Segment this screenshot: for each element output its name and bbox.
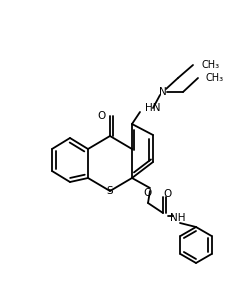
- Text: CH₃: CH₃: [206, 73, 224, 83]
- Text: S: S: [107, 186, 113, 196]
- Text: O: O: [164, 189, 172, 199]
- Text: HN: HN: [145, 103, 160, 113]
- Text: N: N: [159, 87, 167, 97]
- Text: NH: NH: [170, 213, 186, 223]
- Text: O: O: [144, 188, 152, 198]
- Text: O: O: [98, 111, 106, 121]
- Text: CH₃: CH₃: [201, 60, 219, 70]
